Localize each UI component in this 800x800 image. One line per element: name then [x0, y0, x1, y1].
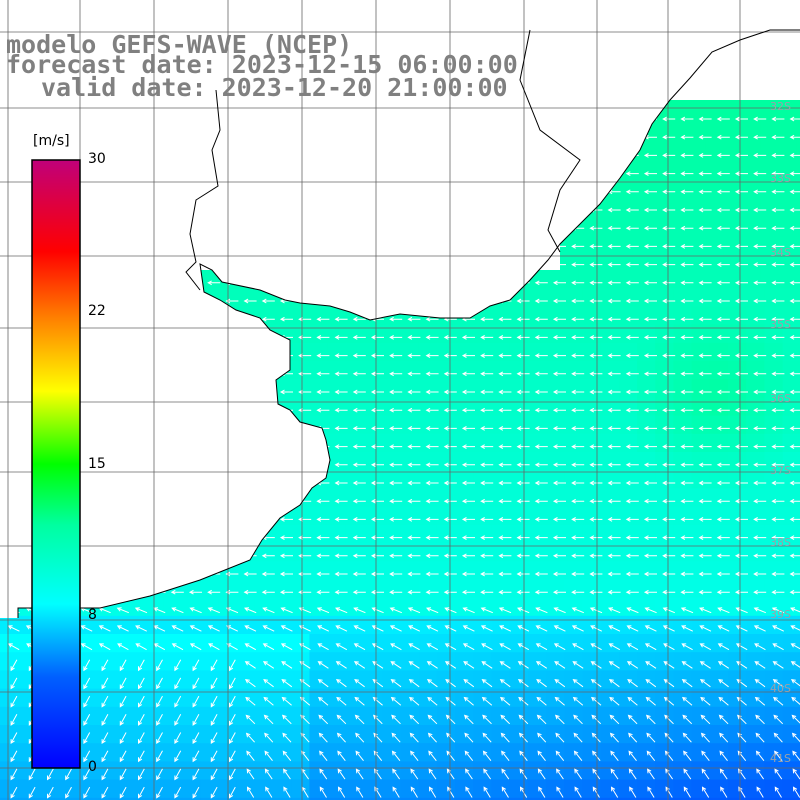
- land-mass: [0, 0, 800, 618]
- lat-label: 34S: [770, 246, 791, 259]
- coastline: [17, 29, 800, 618]
- country-border: [185, 29, 581, 291]
- lat-label: 36S: [770, 392, 791, 405]
- lat-label: 38S: [770, 536, 791, 549]
- lat-label: 37S: [770, 464, 791, 477]
- lat-label: 41S: [770, 752, 791, 765]
- model-title: modelo GEFS-WAVE (NCEP): [6, 30, 353, 59]
- valid-date: valid date: 2023-12-20 21:00:00: [41, 73, 508, 102]
- lat-label: 33S: [770, 172, 791, 185]
- lat-label: 35S: [770, 318, 791, 331]
- lat-label: 39S: [770, 608, 791, 621]
- forecast-date: forecast date: 2023-12-15 06:00:00: [6, 50, 518, 79]
- lat-label: 32S: [770, 100, 791, 113]
- lat-label: 40S: [770, 682, 791, 695]
